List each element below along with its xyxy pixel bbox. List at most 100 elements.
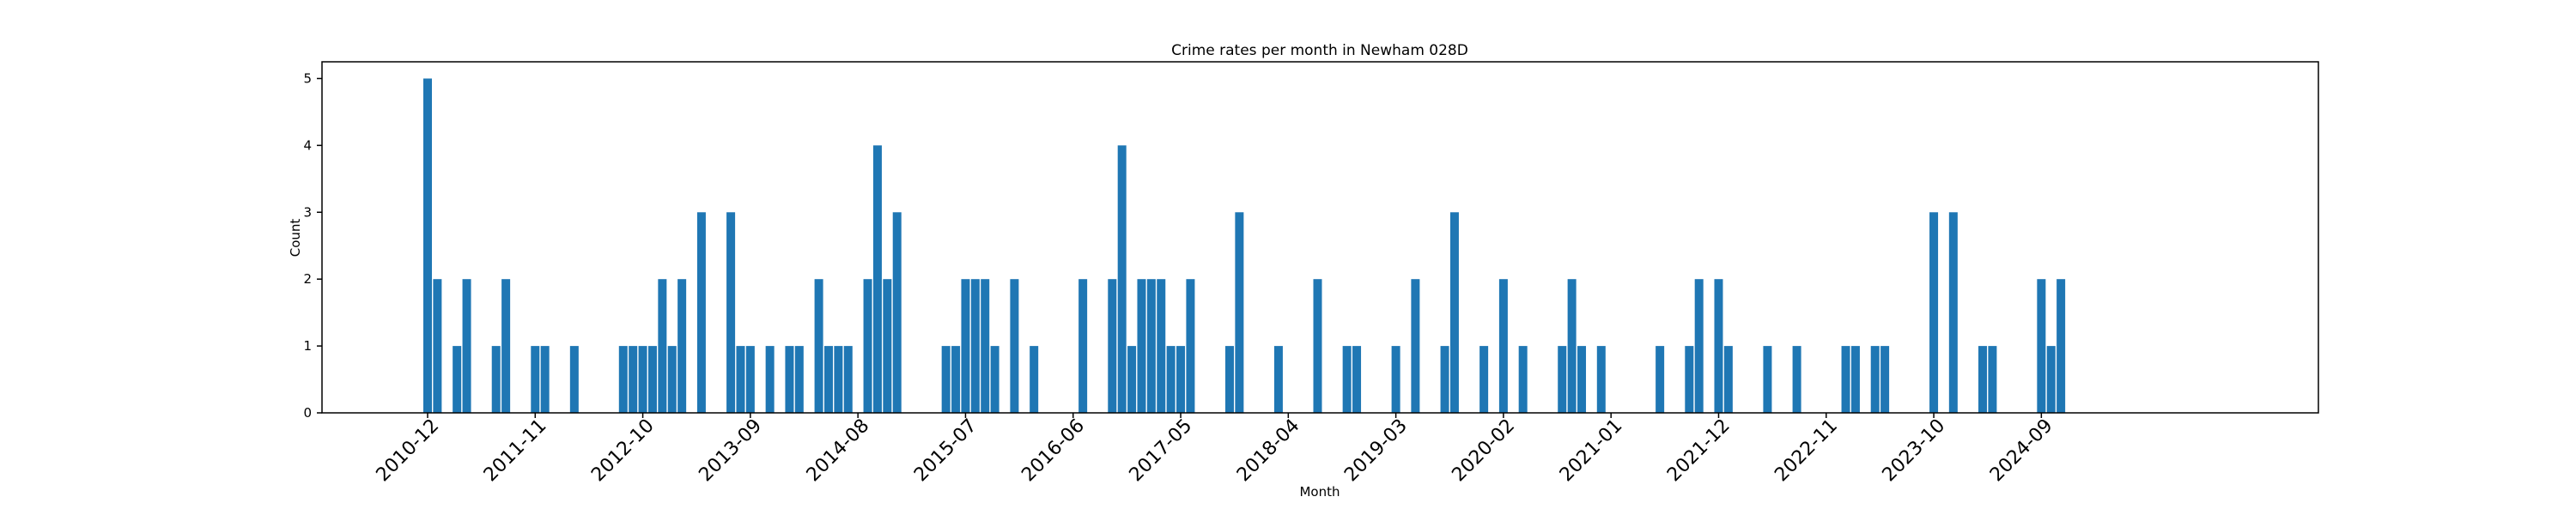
y-tick-label-2: 2 [303, 271, 312, 287]
bar-2022-05 [1763, 346, 1772, 413]
bar-2019-12 [1479, 346, 1489, 413]
bar-2016-11 [1117, 145, 1127, 413]
bar-2017-05 [1176, 346, 1186, 413]
x-tick-label-2010-12: 2010-12 [373, 415, 444, 487]
bar-2017-04 [1166, 346, 1176, 413]
bar-2013-08 [736, 346, 745, 413]
bar-2014-12 [892, 212, 902, 413]
bar-2018-07 [1313, 279, 1322, 413]
y-tick-label-0: 0 [303, 405, 312, 421]
bar-2017-02 [1146, 279, 1156, 413]
bar-2017-06 [1186, 279, 1195, 413]
bar-2024-11 [2057, 279, 2066, 413]
bar-2021-10 [1694, 279, 1704, 413]
bar-2021-06 [1656, 346, 1665, 413]
bar-2020-08 [1558, 346, 1567, 413]
bar-2014-02 [794, 346, 804, 413]
bar-2017-10 [1224, 346, 1234, 413]
bar-2014-05 [823, 346, 833, 413]
y-axis: 0 1 2 3 4 5 [303, 70, 322, 421]
bar-2015-12 [1010, 279, 1019, 413]
y-tick-label-1: 1 [303, 338, 312, 354]
bar-2015-06 [951, 346, 961, 413]
bar-2012-10 [638, 346, 647, 413]
bar-2020-02 [1498, 279, 1508, 413]
bar-2014-07 [843, 346, 853, 413]
bar-2024-03 [1978, 346, 1988, 413]
bar-2014-10 [872, 145, 882, 413]
bar-2018-10 [1342, 346, 1352, 413]
bar-2015-09 [981, 279, 990, 413]
bar-2014-11 [883, 279, 892, 413]
bar-2011-03 [453, 346, 462, 413]
bar-2013-07 [726, 212, 736, 413]
bar-2024-04 [1988, 346, 1997, 413]
bar-2012-11 [647, 346, 657, 413]
bar-2015-05 [941, 346, 951, 413]
chart-title: Crime rates per month in Newham 028D [1171, 42, 1468, 59]
bars-group [423, 78, 2066, 413]
bar-2017-03 [1157, 279, 1166, 413]
bar-2017-01 [1137, 279, 1146, 413]
bar-2017-11 [1235, 212, 1244, 413]
bar-2013-01 [667, 346, 677, 413]
bar-2023-01 [1841, 346, 1850, 413]
x-tick-label-2022-11: 2022-11 [1771, 415, 1842, 487]
bar-2023-12 [1948, 212, 1958, 413]
bar-2018-11 [1352, 346, 1362, 413]
y-axis-label: Count [288, 219, 303, 258]
x-tick-label-2016-06: 2016-06 [1018, 415, 1089, 487]
bar-2016-12 [1127, 346, 1137, 413]
bar-2024-09 [2037, 279, 2046, 413]
bar-2014-01 [785, 346, 794, 413]
bar-2011-04 [462, 279, 471, 413]
bar-2020-10 [1577, 346, 1587, 413]
bar-2021-09 [1685, 346, 1694, 413]
bar-2024-10 [2046, 346, 2056, 413]
x-tick-label-2011-11: 2011-11 [480, 415, 551, 487]
bar-2023-04 [1870, 346, 1880, 413]
bar-2012-12 [658, 279, 667, 413]
bar-2012-08 [618, 346, 628, 413]
x-tick-label-2021-01: 2021-01 [1556, 415, 1627, 487]
y-tick-label-3: 3 [303, 204, 312, 220]
y-tick-label-5: 5 [303, 70, 312, 86]
bar-2023-10 [1929, 212, 1939, 413]
x-axis-label: Month [1299, 484, 1340, 500]
y-tick-label-4: 4 [303, 137, 312, 153]
bar-2013-04 [696, 212, 706, 413]
bar-2014-09 [863, 279, 872, 413]
x-tick-label-2019-03: 2019-03 [1340, 415, 1412, 487]
bar-2022-08 [1792, 346, 1801, 413]
bar-2013-09 [745, 346, 755, 413]
x-tick-label-2012-10: 2012-10 [587, 415, 659, 487]
x-tick-label-2023-10: 2023-10 [1879, 415, 1950, 487]
plot-frame [321, 61, 2319, 414]
bar-2020-09 [1567, 279, 1577, 413]
bar-2015-08 [970, 279, 980, 413]
bar-2019-03 [1391, 346, 1400, 413]
bar-2015-10 [990, 346, 999, 413]
bar-2023-02 [1850, 346, 1860, 413]
bar-2013-11 [765, 346, 775, 413]
bar-2013-02 [677, 279, 687, 413]
bar-2023-05 [1880, 346, 1890, 413]
bar-2016-07 [1078, 279, 1088, 413]
bar-2019-09 [1449, 212, 1459, 413]
x-tick-label-2013-09: 2013-09 [695, 415, 766, 487]
x-tick-label-2021-12: 2021-12 [1663, 415, 1735, 487]
bar-2019-08 [1440, 346, 1449, 413]
bar-2014-06 [834, 346, 843, 413]
bar-2010-12 [423, 78, 432, 413]
x-tick-label-2018-04: 2018-04 [1233, 415, 1304, 487]
bar-2012-03 [569, 346, 579, 413]
bar-2021-12 [1714, 279, 1723, 413]
bar-2018-03 [1273, 346, 1283, 413]
x-tick-label-2024-09: 2024-09 [1986, 415, 2057, 487]
bar-2015-07 [961, 279, 970, 413]
bar-2019-05 [1411, 279, 1420, 413]
bar-2020-04 [1518, 346, 1528, 413]
bar-2022-01 [1723, 346, 1733, 413]
x-tick-label-2014-08: 2014-08 [803, 415, 874, 487]
